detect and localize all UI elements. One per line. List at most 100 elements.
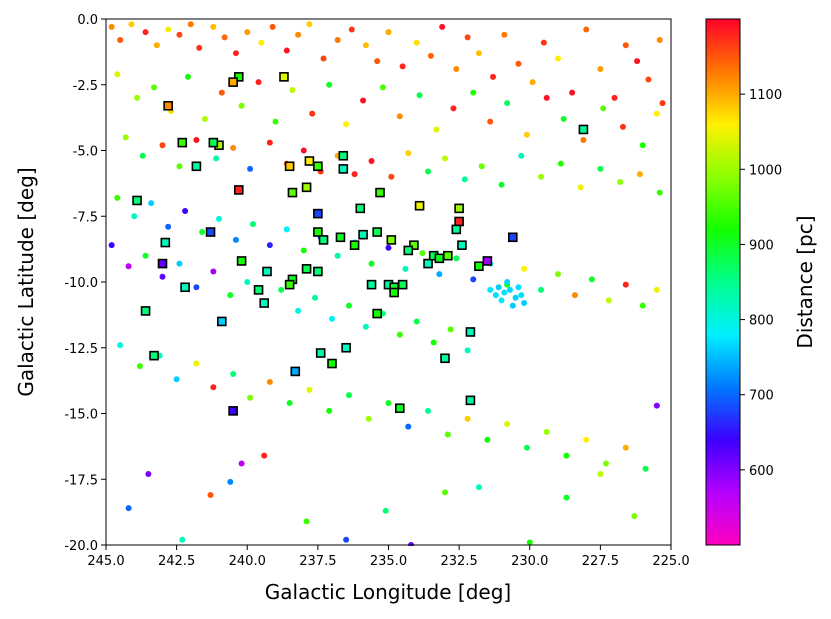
colorbar-tick-label: 900 — [749, 238, 774, 253]
data-point-square — [313, 161, 323, 172]
data-point-square — [389, 287, 399, 298]
data-point — [492, 292, 499, 299]
data-point — [597, 470, 604, 477]
data-point-square — [335, 232, 346, 243]
data-point — [484, 436, 491, 443]
data-point-square — [465, 327, 476, 337]
data-point — [656, 37, 663, 44]
data-point-square — [279, 72, 289, 82]
data-point — [405, 423, 412, 430]
data-point — [114, 71, 121, 78]
data-point — [232, 236, 239, 243]
data-point — [504, 279, 511, 285]
y-tick-label: -2.5 — [73, 79, 98, 94]
data-point — [122, 134, 129, 141]
data-point — [600, 105, 607, 112]
y-tick-label: -7.5 — [73, 210, 98, 225]
data-point — [450, 105, 457, 112]
y-axis-label: Galactic Latitude [deg] — [14, 167, 38, 396]
data-point-square — [454, 203, 464, 214]
data-point — [247, 165, 254, 172]
data-point — [125, 263, 132, 270]
data-point — [470, 89, 477, 96]
data-point-square — [414, 200, 425, 211]
data-point — [179, 536, 186, 543]
data-point — [266, 242, 273, 249]
data-point — [289, 87, 296, 94]
data-point-square — [287, 187, 298, 198]
data-point — [108, 242, 115, 249]
data-point-square — [205, 227, 216, 237]
data-point — [622, 281, 629, 288]
data-point — [583, 436, 590, 443]
data-point — [306, 21, 313, 28]
data-point — [216, 215, 222, 222]
data-point — [642, 465, 649, 472]
data-point — [495, 284, 502, 291]
data-point — [653, 110, 660, 117]
data-point — [151, 84, 158, 91]
data-point — [563, 452, 570, 459]
data-point — [444, 431, 451, 438]
data-point-square — [160, 237, 171, 248]
data-point — [416, 92, 423, 99]
data-point — [283, 47, 290, 54]
data-point — [159, 142, 166, 149]
data-point — [360, 97, 367, 104]
data-point — [659, 100, 666, 107]
data-point — [555, 271, 561, 278]
data-point — [244, 29, 251, 36]
data-point-square — [191, 161, 202, 172]
data-point — [622, 42, 629, 49]
x-tick-label: 225.0 — [652, 554, 689, 569]
data-point — [523, 444, 530, 451]
data-point — [442, 155, 448, 162]
data-point — [442, 489, 448, 496]
data-point — [523, 131, 530, 138]
data-point — [645, 76, 652, 83]
data-point — [221, 34, 228, 41]
data-point — [631, 513, 638, 520]
data-point-square — [253, 285, 264, 295]
data-point — [329, 315, 335, 322]
data-point — [490, 73, 497, 80]
data-point — [159, 273, 166, 280]
data-point — [388, 173, 395, 180]
y-tick-label: -12.5 — [64, 342, 98, 357]
data-point — [563, 494, 570, 501]
data-point — [521, 265, 528, 272]
data-point — [348, 26, 355, 33]
data-point — [555, 55, 561, 62]
data-point — [261, 452, 268, 459]
data-point — [300, 247, 307, 254]
data-point — [653, 286, 660, 293]
data-point — [487, 286, 494, 293]
y-tick-label: 0.0 — [77, 13, 98, 28]
data-point — [199, 229, 206, 236]
data-point — [114, 194, 121, 201]
colorbar-label: Distance [pc] — [793, 215, 817, 348]
data-point — [427, 52, 434, 59]
data-point — [515, 284, 522, 291]
y-tick-label: -15.0 — [64, 408, 98, 423]
data-point — [509, 302, 516, 309]
data-point-square — [315, 348, 326, 358]
data-point-square — [262, 266, 272, 277]
data-point — [266, 378, 273, 385]
data-point — [464, 415, 471, 422]
data-point — [436, 271, 443, 278]
data-point — [345, 392, 352, 399]
data-point — [540, 39, 547, 46]
data-point — [538, 173, 545, 180]
data-point-square — [290, 366, 301, 377]
data-point — [210, 268, 217, 275]
data-point — [501, 289, 508, 296]
data-point — [128, 21, 135, 28]
data-point — [498, 297, 505, 304]
data-point — [636, 171, 643, 178]
data-point — [184, 73, 191, 80]
data-point — [182, 207, 189, 214]
data-point — [165, 223, 172, 230]
data-point-square — [208, 137, 219, 148]
data-point — [334, 37, 341, 44]
